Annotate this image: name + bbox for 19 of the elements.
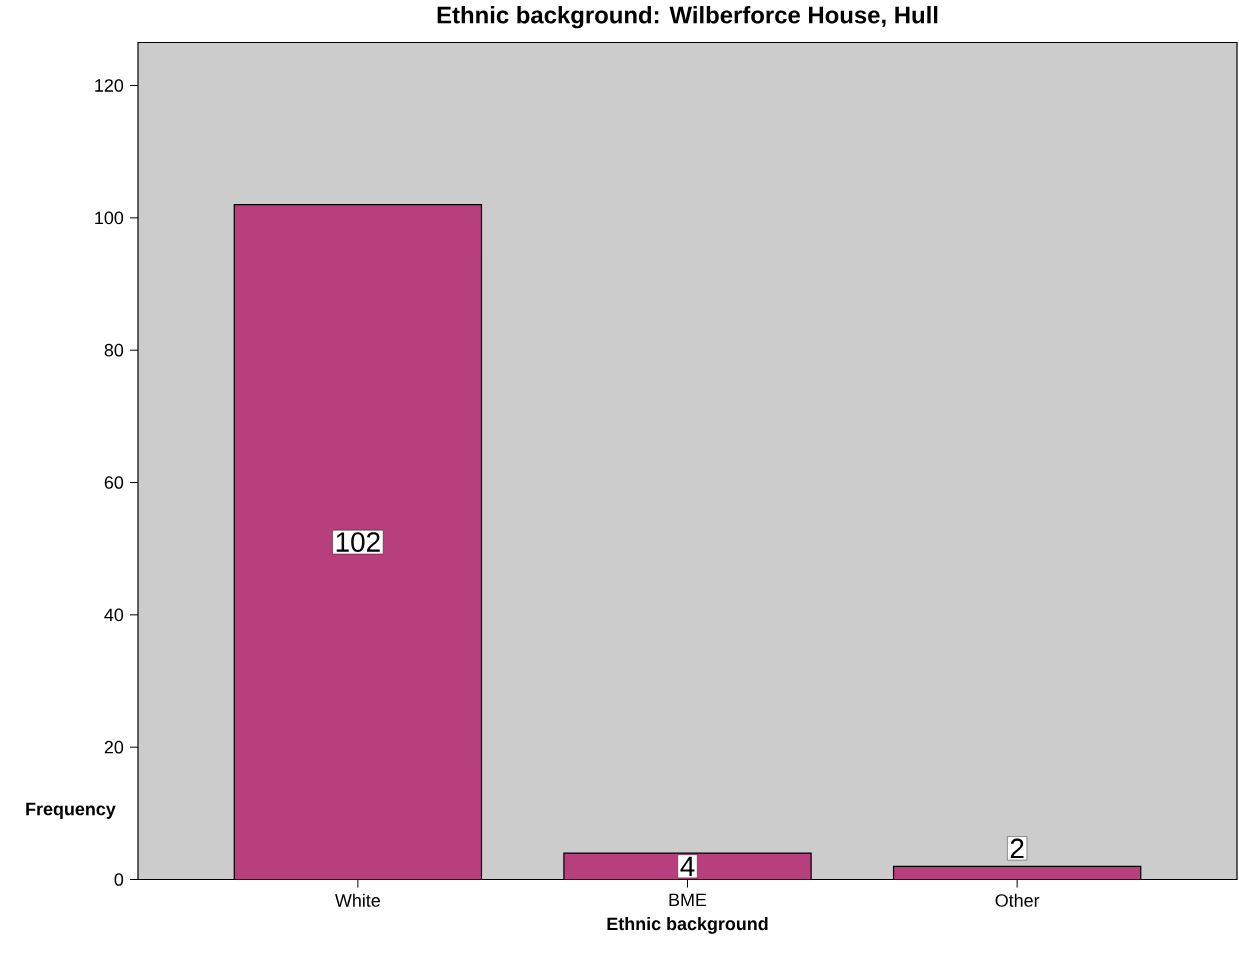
y-tick-label: 0 xyxy=(114,873,124,887)
x-tick-label: Other xyxy=(995,893,1040,908)
y-tick-label: 120 xyxy=(95,79,124,93)
data-label: 2 xyxy=(1010,838,1024,859)
y-tick-label: 20 xyxy=(104,741,124,754)
bar xyxy=(892,865,1142,880)
y-tick-label: 100 xyxy=(95,211,124,225)
y-tick-label: 40 xyxy=(104,608,124,622)
x-tick-label: BME xyxy=(669,893,707,907)
x-axis-title: Ethnic background xyxy=(607,917,768,935)
bar xyxy=(563,852,812,880)
y-tick-label: 60 xyxy=(104,476,124,490)
y-tick-label: 80 xyxy=(104,344,124,357)
data-label: 4 xyxy=(680,856,695,877)
y-axis-title: Frequency xyxy=(26,803,116,820)
data-label: 102 xyxy=(336,532,380,553)
x-tick-label: White xyxy=(335,893,380,908)
chart-title: Ethnic background: Wilberforce House, Hull xyxy=(437,6,938,29)
bar xyxy=(234,204,482,880)
